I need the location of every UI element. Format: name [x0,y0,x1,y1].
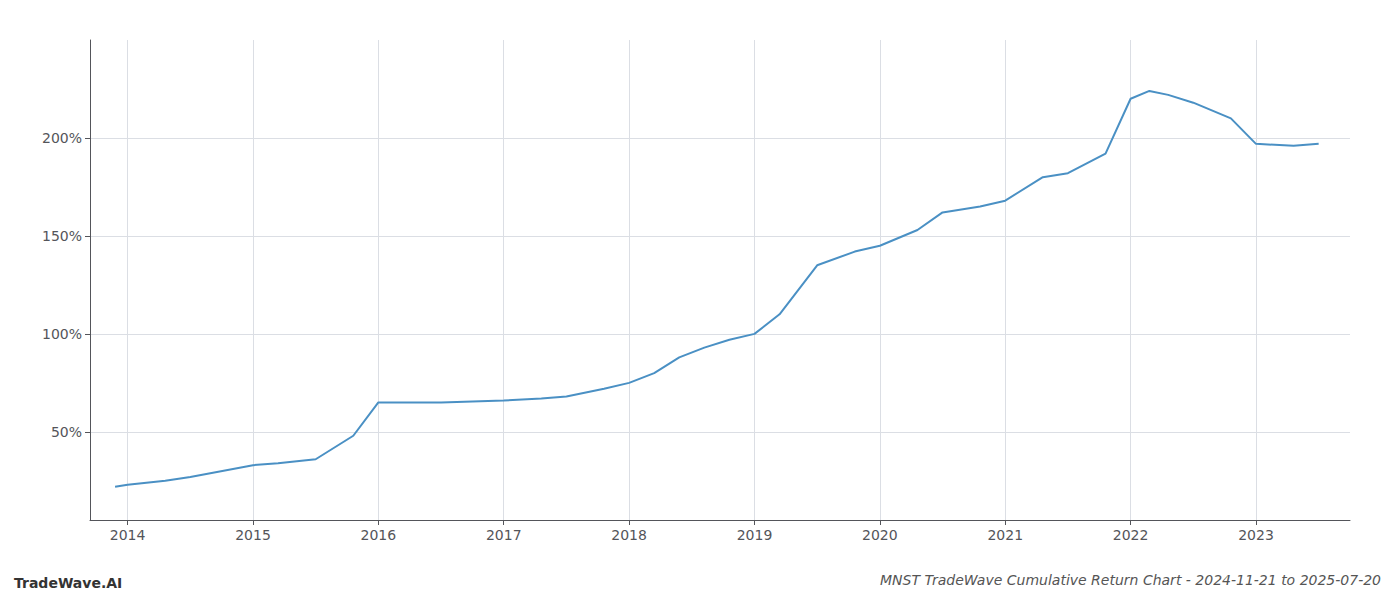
svg-text:200%: 200% [42,130,82,146]
svg-text:2020: 2020 [862,527,898,543]
svg-text:2019: 2019 [737,527,773,543]
svg-text:2017: 2017 [486,527,522,543]
svg-text:100%: 100% [42,326,82,342]
svg-text:2018: 2018 [611,527,647,543]
svg-text:2021: 2021 [987,527,1023,543]
svg-text:2023: 2023 [1238,527,1274,543]
svg-text:MNST TradeWave Cumulative Retu: MNST TradeWave Cumulative Return Chart -… [880,572,1381,588]
svg-text:2015: 2015 [235,527,271,543]
svg-text:2014: 2014 [110,527,146,543]
svg-text:2022: 2022 [1113,527,1149,543]
svg-text:TradeWave.AI: TradeWave.AI [14,575,122,591]
svg-text:50%: 50% [51,424,82,440]
svg-text:2016: 2016 [361,527,397,543]
svg-text:150%: 150% [42,228,82,244]
